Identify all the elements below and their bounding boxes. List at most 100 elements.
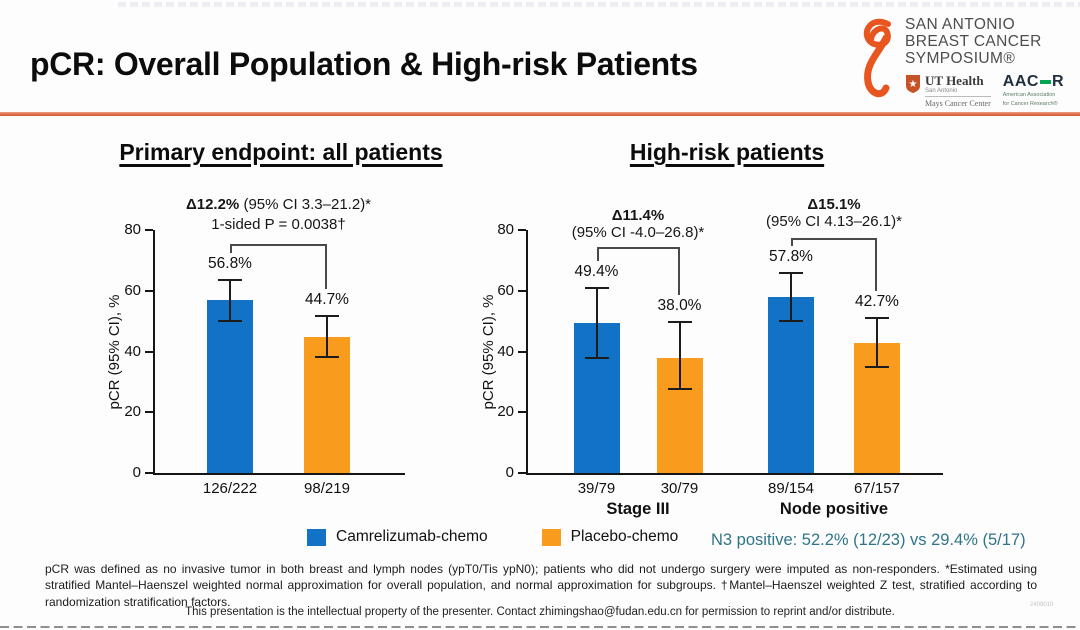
y-tick-label: 20	[124, 403, 141, 421]
aacr-subtitle-line2: for Cancer Research®	[1002, 100, 1058, 107]
comparison-bracket-left-leg	[596, 247, 599, 261]
delta-annotation: Δ12.2% (95% CI 3.3–21.2)*	[185, 196, 372, 213]
y-tick-label: 60	[124, 281, 141, 299]
chart-0: pCR (95% CI), % 0 20 40 60 80 56.8% 126/222 44.7…	[60, 190, 440, 530]
ut-shield-icon: ★	[905, 74, 921, 99]
aacr-logo: AAC R American Association for Cancer Re…	[1003, 74, 1064, 107]
y-tick-mark	[518, 289, 526, 292]
bar-n-label: 39/79	[577, 480, 616, 497]
comparison-bracket-right-leg	[325, 244, 327, 290]
bar-placebo	[304, 337, 350, 473]
property-statement: This presentation is the intellectual pr…	[185, 606, 895, 618]
y-axis-line	[153, 230, 155, 473]
y-tick-mark	[518, 229, 526, 231]
y-tick-label: 40	[124, 342, 141, 360]
error-bar-cap-top	[667, 320, 692, 323]
comparison-bracket-top	[596, 247, 680, 249]
y-tick-mark	[145, 229, 153, 231]
x-axis-line	[153, 473, 405, 475]
y-tick-mark	[518, 472, 526, 474]
y-tick-label: 20	[497, 403, 514, 421]
delta-annotation: Δ15.1%	[694, 196, 974, 213]
delta-value: Δ12.2%	[185, 196, 240, 213]
error-bar-line	[876, 318, 878, 367]
comparison-bracket-top	[791, 238, 877, 240]
ut-health-logo: ★ UT Health San Antonio Mays Cancer Cent…	[905, 74, 991, 108]
error-bar-cap-top	[218, 279, 242, 282]
comparison-bracket-left-leg	[230, 244, 232, 254]
comparison-bracket-right-leg	[677, 247, 680, 295]
page-title: pCR: Overall Population & High-risk Pati…	[30, 46, 698, 82]
annotation-line2: (95% CI 4.13–26.1)*	[766, 213, 902, 230]
aacr-green-bar-icon	[1039, 79, 1051, 85]
y-tick-label: 40	[497, 342, 514, 360]
error-bar-line	[678, 321, 681, 390]
y-tick-mark	[518, 411, 526, 414]
symposium-name-line1: SAN ANTONIO	[905, 16, 1016, 33]
bar-value-label: 38.0%	[657, 296, 702, 314]
error-bar-cap-bottom	[584, 356, 609, 359]
placebo-swatch-icon	[541, 528, 561, 546]
accent-rule	[0, 112, 1080, 116]
delta-value: Δ11.4%	[611, 207, 665, 224]
left-chart-title: Primary endpoint: all patients	[119, 139, 443, 165]
y-tick-mark	[145, 472, 153, 474]
bar-n-label: 98/219	[304, 480, 350, 497]
svg-text:★: ★	[909, 79, 918, 90]
error-bar-cap-bottom	[315, 356, 339, 359]
ut-health-city: San Antonio	[925, 88, 958, 95]
delta-annotation: Δ11.4%	[498, 207, 778, 224]
comparison-bracket-left-leg	[791, 238, 793, 247]
bar-camrelizumab	[207, 300, 253, 473]
camrelizumab-swatch-icon	[307, 528, 326, 546]
annotation-line2: 1-sided P = 0.0038†	[211, 216, 346, 233]
bar-value-label: 57.8%	[769, 248, 813, 266]
error-bar-cap-bottom	[779, 320, 803, 323]
bar-value-label: 49.4%	[574, 262, 619, 280]
error-bar-cap-bottom	[667, 388, 692, 391]
y-tick-label: 0	[132, 464, 141, 481]
bar-n-label: 126/222	[202, 480, 258, 497]
annotation-line2: (95% CI -4.0–26.8)*	[571, 224, 705, 241]
group-label: Stage III	[606, 500, 670, 518]
n3-positive-note: N3 positive: 52.2% (12/23) vs 29.4% (5/1…	[711, 531, 1026, 549]
y-tick-mark	[145, 411, 153, 414]
legend-label-placebo: Placebo-chemo	[570, 528, 679, 545]
error-bar-cap-bottom	[865, 365, 889, 368]
y-tick-label: 60	[497, 281, 514, 299]
error-bar-cap-bottom	[218, 320, 242, 323]
watermark: 2409010	[1030, 602, 1054, 608]
error-bar-line	[326, 316, 328, 358]
x-axis-line	[526, 473, 943, 475]
symposium-name-line2: BREAST CANCER	[905, 33, 1042, 51]
legend-item-camrelizumab: Camrelizumab-chemo	[307, 528, 488, 546]
error-bar-cap-top	[779, 272, 803, 275]
bar-n-label: 89/154	[768, 480, 814, 497]
error-bar-cap-top	[315, 315, 339, 318]
comparison-bracket-top	[230, 244, 327, 246]
error-bar-line	[229, 280, 231, 322]
legend: Camrelizumab-chemo Placebo-chemo	[307, 528, 678, 546]
ut-health-name: UT Health	[925, 73, 984, 89]
legend-label-camrelizumab: Camrelizumab-chemo	[336, 528, 488, 545]
aacr-acronym-right: R	[1051, 73, 1064, 91]
error-bar-line	[790, 273, 792, 322]
ut-cancer-center: Mays Cancer Center	[925, 99, 991, 109]
y-tick-mark	[518, 350, 526, 353]
bar-value-label: 42.7%	[855, 293, 899, 311]
y-tick-label: 80	[497, 221, 514, 238]
bar-n-label: 30/79	[660, 480, 699, 497]
aacr-acronym-left: AAC	[1002, 73, 1039, 91]
sabcs-ribbon-icon	[857, 16, 899, 109]
error-bar-cap-top	[865, 317, 889, 320]
error-bar-line	[595, 287, 598, 358]
bar-n-label: 67/157	[854, 480, 900, 497]
chart-1: pCR (95% CI), % 0 20 40 60 80 49.4% 39/79 38.0% 3…	[460, 190, 980, 530]
footnote: pCR was defined as no invasive tumor in …	[45, 562, 1037, 609]
y-tick-label: 80	[124, 221, 141, 238]
bar-value-label: 56.8%	[208, 255, 252, 273]
top-dotted-strip	[118, 2, 1080, 7]
sabcs-logo: SAN ANTONIO BREAST CANCER SYMPOSIUM® ★ U…	[857, 16, 1064, 109]
ut-divider	[925, 96, 991, 98]
delta-value: Δ15.1%	[807, 196, 861, 213]
